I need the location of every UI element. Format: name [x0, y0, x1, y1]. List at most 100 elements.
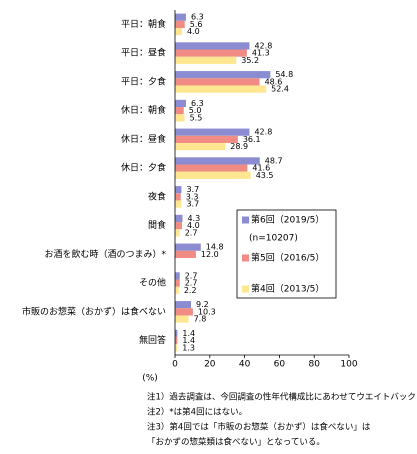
note: 「おかずの惣菜類は食べない」となっている。: [147, 437, 325, 448]
value-label: 43.5: [256, 171, 274, 180]
bar: [175, 344, 178, 352]
x-tick-label: 20: [204, 360, 216, 370]
bar: [175, 250, 196, 258]
value-label: 41.3: [252, 49, 270, 58]
value-label: 12.0: [201, 250, 219, 259]
legend-label: 第4回（2013/5）: [251, 283, 324, 295]
legend-label: 第5回（2016/5）: [251, 252, 324, 264]
value-label: 2.7: [185, 279, 198, 288]
bar: [175, 337, 178, 345]
bar: [175, 20, 185, 28]
bar: [175, 49, 247, 57]
bar: [175, 99, 186, 108]
value-label: 41.6: [252, 164, 270, 173]
value-label: 35.2: [241, 56, 259, 65]
bar: [175, 85, 267, 93]
bar: [175, 186, 182, 194]
value-label: 1.3: [182, 343, 195, 352]
x-tick-label: 0: [172, 360, 178, 370]
bar: [175, 200, 182, 208]
value-label: 9.2: [196, 300, 209, 309]
y-tick-label: 平日：夕食: [121, 75, 166, 87]
bar: [175, 27, 182, 36]
value-label: 48.6: [265, 77, 283, 86]
bar: [175, 142, 226, 151]
y-tick-label: 夜食: [148, 190, 166, 202]
bar: [175, 71, 271, 79]
y-tick-label: 間食: [148, 219, 166, 231]
x-tick-label: 60: [274, 360, 286, 370]
bar: [175, 135, 238, 143]
note: 注2）*は第4回にはない。: [147, 407, 247, 418]
bar: [175, 114, 185, 122]
y-tick-label: 無回答: [139, 334, 166, 346]
legend-note: (n=10207): [249, 234, 298, 244]
value-label: 5.5: [190, 113, 203, 122]
bar: [175, 107, 184, 115]
note: 注1）過去調査は、今回調査の性年代構成比にあわせてウエイトバックした値。: [147, 392, 417, 403]
bar: [175, 171, 251, 179]
bar: [175, 13, 186, 21]
legend-swatch: [242, 254, 249, 262]
bar: [175, 42, 250, 50]
value-label: 6.3: [191, 13, 204, 22]
y-tick-label: 休日：昼食: [121, 133, 166, 145]
value-label: 6.3: [191, 99, 204, 108]
x-axis-label: (%): [142, 374, 158, 384]
value-label: 2.2: [184, 286, 197, 295]
value-label: 28.9: [230, 142, 248, 151]
bar: [175, 164, 248, 172]
value-label: 3.3: [186, 192, 199, 201]
bar: [175, 286, 179, 294]
bar: [175, 301, 192, 309]
value-label: 1.4: [182, 336, 195, 345]
bar: [175, 222, 182, 230]
bar: [175, 329, 178, 338]
y-tick-label: 平日：昼食: [121, 47, 166, 59]
value-label: 14.8: [206, 243, 224, 252]
y-tick-label: 休日：夕食: [121, 162, 166, 174]
value-label: 3.7: [186, 185, 199, 194]
y-tick-label: 市販のお惣菜（おかず）は食べない: [22, 305, 166, 317]
legend-swatch: [242, 285, 249, 293]
bar: [175, 279, 180, 287]
value-label: 54.8: [275, 70, 293, 79]
bar: [175, 78, 260, 86]
bar: [175, 157, 260, 165]
bar: [175, 128, 250, 136]
value-label: 42.8: [254, 41, 272, 50]
x-tick-label: 40: [239, 360, 251, 370]
x-tick-label: 100: [340, 360, 357, 370]
y-tick-label: お酒を飲む時（酒のつまみ）*: [44, 248, 166, 260]
value-label: 5.6: [190, 20, 203, 29]
bar: [175, 193, 181, 201]
y-tick-label: 休日：朝食: [121, 104, 166, 116]
legend-label: 第6回（2019/5）: [251, 214, 324, 226]
value-label: 52.4: [271, 85, 289, 94]
x-tick-label: 80: [308, 360, 320, 370]
value-label: 3.7: [186, 200, 199, 209]
note: 注3）第4回では「市販のお惣菜（おかず）は食べない」は: [147, 422, 371, 433]
legend-swatch: [242, 216, 249, 224]
bar: [175, 214, 183, 223]
legend-box: [236, 209, 337, 299]
bar: [175, 272, 180, 280]
y-tick-label: その他: [139, 277, 166, 289]
y-tick-label: 平日：朝食: [121, 18, 166, 30]
bar: [175, 229, 180, 237]
value-label: 2.7: [185, 228, 198, 237]
value-label: 4.0: [187, 221, 200, 230]
bar: [175, 56, 237, 64]
value-label: 1.4: [182, 329, 195, 338]
value-label: 2.7: [185, 271, 198, 280]
value-label: 4.3: [187, 214, 200, 223]
bar: [175, 243, 201, 251]
value-label: 42.8: [254, 128, 272, 137]
value-label: 36.1: [243, 135, 261, 144]
value-label: 4.0: [187, 27, 200, 36]
value-label: 7.8: [194, 315, 207, 324]
bar: [175, 308, 193, 316]
value-label: 48.7: [265, 156, 283, 165]
bar: [175, 315, 189, 323]
